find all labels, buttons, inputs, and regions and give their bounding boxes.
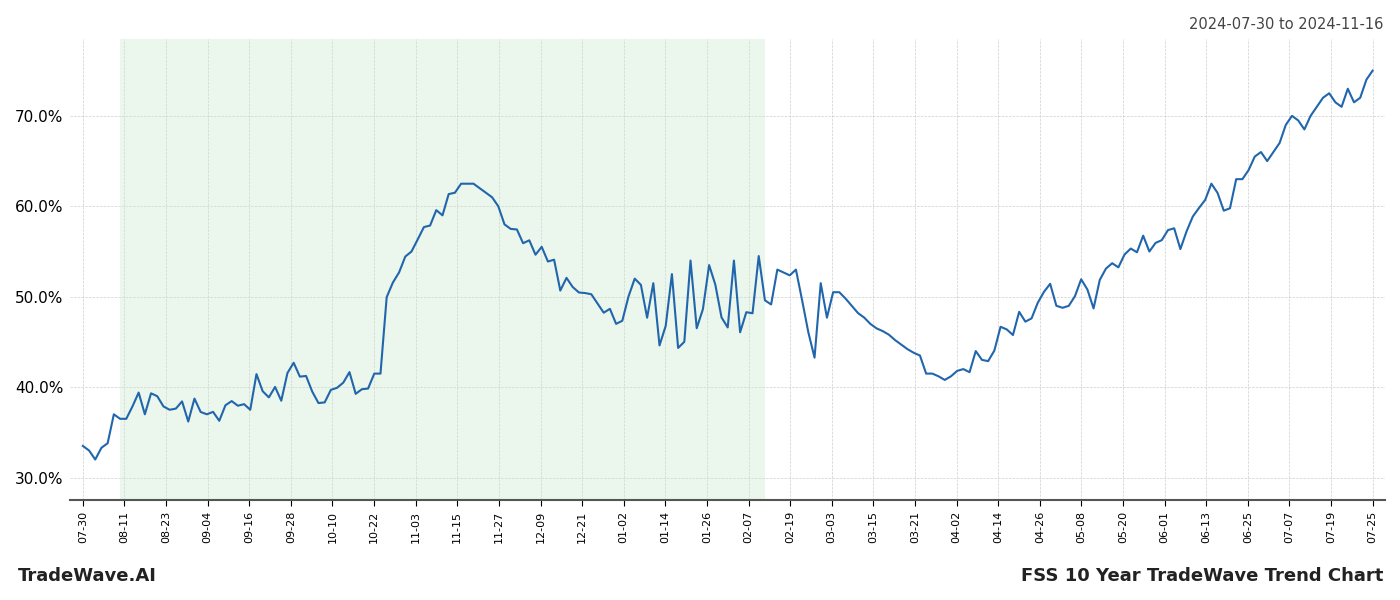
Bar	[120, 39, 764, 500]
Text: TradeWave.AI: TradeWave.AI	[18, 567, 157, 585]
Text: FSS 10 Year TradeWave Trend Chart: FSS 10 Year TradeWave Trend Chart	[1021, 567, 1383, 585]
Text: 2024-07-30 to 2024-11-16: 2024-07-30 to 2024-11-16	[1189, 17, 1383, 32]
